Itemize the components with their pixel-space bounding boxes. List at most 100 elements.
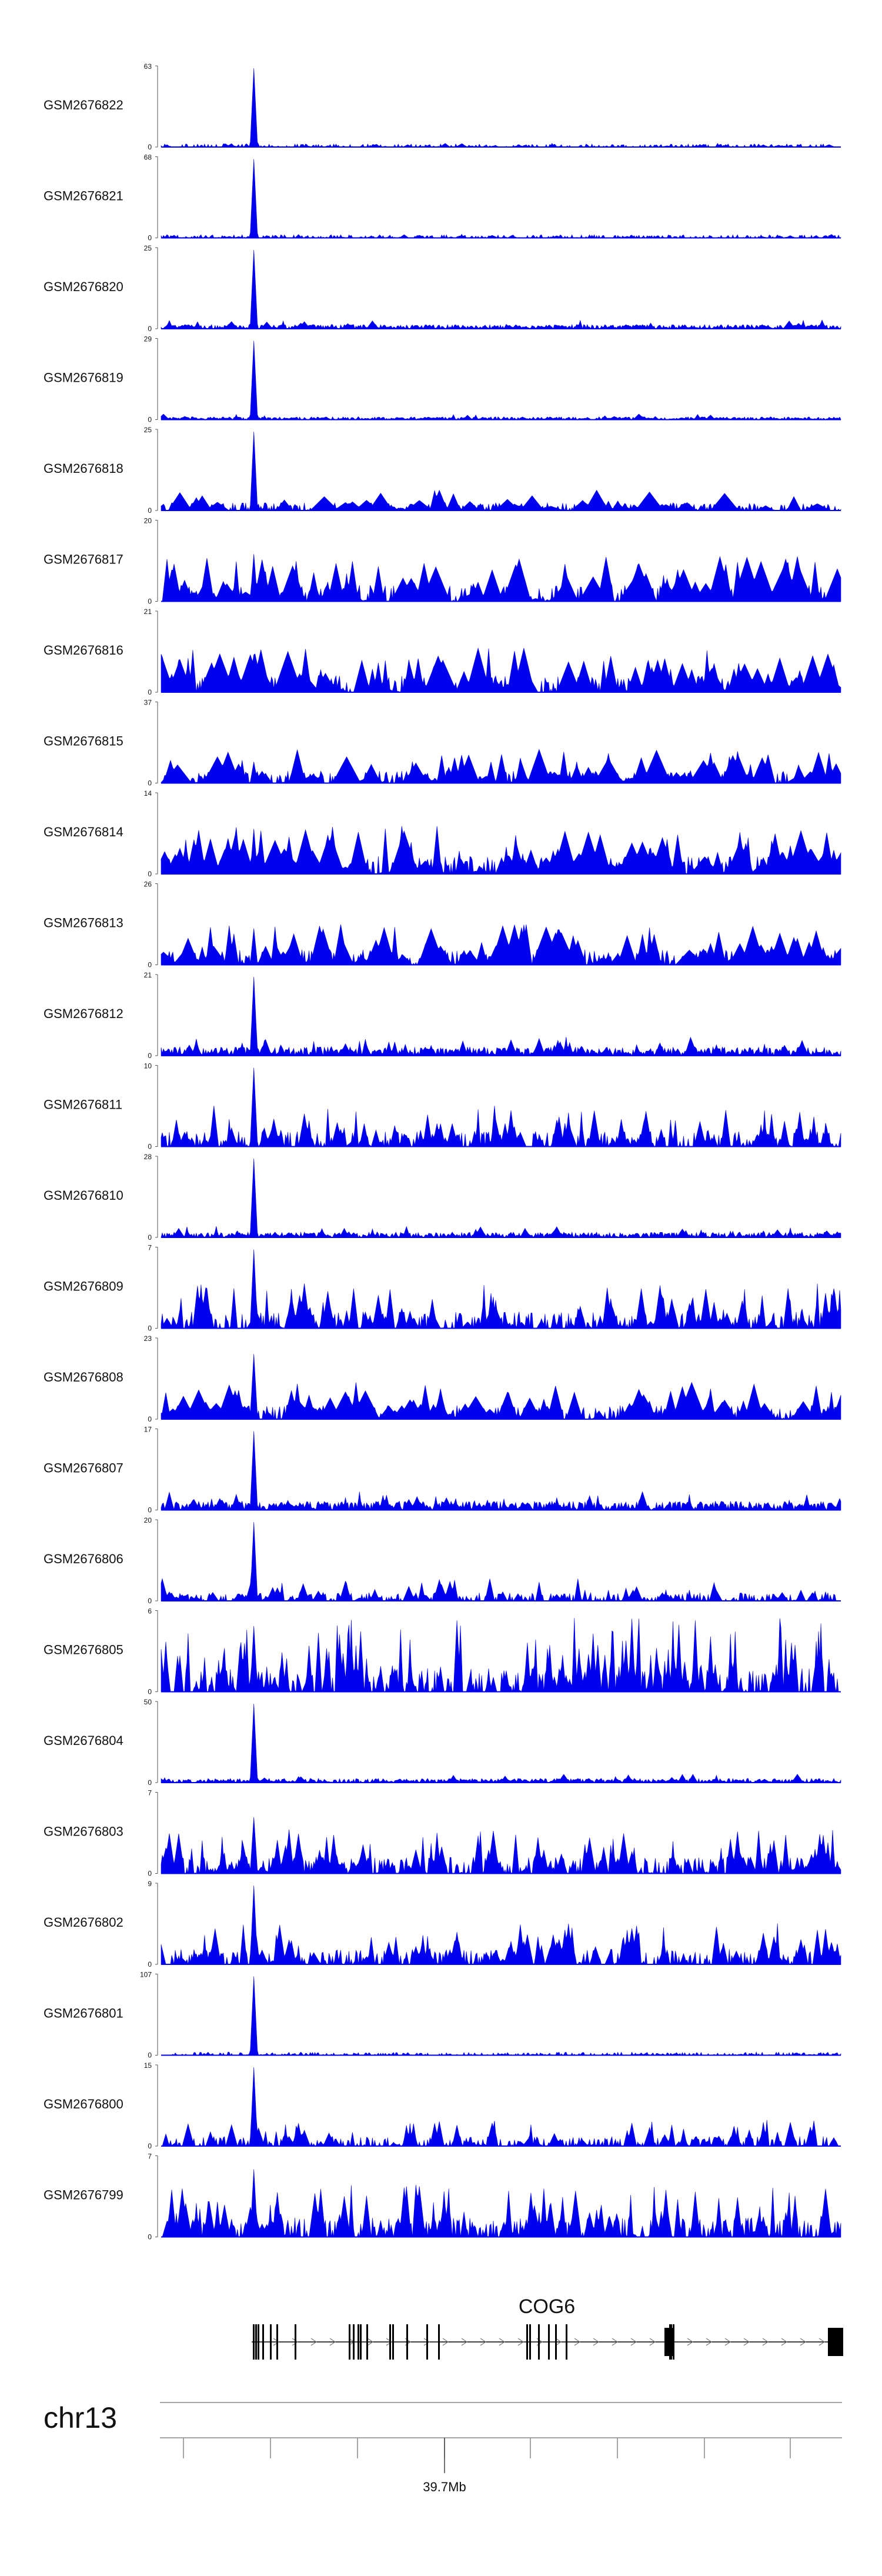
track-label: GSM2676806 bbox=[44, 1551, 123, 1566]
track-GSM2676800: GSM2676800 15 0 bbox=[44, 2061, 841, 2150]
coverage-signal bbox=[161, 1976, 841, 2056]
track-label: GSM2676819 bbox=[44, 371, 123, 385]
y-min-label: 0 bbox=[148, 1415, 152, 1423]
y-max-label: 14 bbox=[144, 789, 152, 798]
y-max-label: 37 bbox=[144, 699, 152, 707]
y-min-label: 0 bbox=[148, 1870, 152, 1878]
track-GSM2676802: GSM2676802 9 0 bbox=[44, 1880, 841, 1968]
coverage-signal bbox=[161, 1521, 841, 1602]
track-label: GSM2676799 bbox=[44, 2188, 123, 2203]
strand-arrow-icon bbox=[574, 2338, 581, 2346]
coverage-signal bbox=[161, 554, 841, 602]
coverage-signal bbox=[161, 1703, 841, 1783]
track-label: GSM2676810 bbox=[44, 1188, 123, 1203]
y-min-label: 0 bbox=[148, 1233, 152, 1242]
coverage-signal bbox=[161, 1431, 841, 1511]
track-GSM2676812: GSM2676812 21 0 bbox=[44, 971, 841, 1060]
track-GSM2676810: GSM2676810 28 0 bbox=[44, 1153, 841, 1242]
coverage-signal bbox=[161, 2067, 841, 2147]
gene-exon bbox=[526, 2324, 528, 2360]
chromosome-ruler: chr13 39.7Mb bbox=[44, 2401, 842, 2494]
track-GSM2676818: GSM2676818 25 0 bbox=[44, 426, 841, 515]
strand-arrow-icon bbox=[762, 2338, 769, 2346]
gene-exon bbox=[392, 2324, 394, 2360]
y-max-label: 26 bbox=[144, 880, 152, 889]
strand-arrow-icon bbox=[480, 2338, 487, 2346]
strand-arrow-icon bbox=[800, 2338, 807, 2346]
coverage-signal bbox=[161, 159, 841, 239]
track-label: GSM2676822 bbox=[44, 98, 123, 112]
track-label: GSM2676807 bbox=[44, 1461, 123, 1476]
y-max-label: 25 bbox=[144, 244, 152, 252]
strand-arrow-icon bbox=[781, 2338, 788, 2346]
gene-exon bbox=[529, 2324, 531, 2360]
gene-exon bbox=[262, 2324, 264, 2360]
track-GSM2676816: GSM2676816 21 0 bbox=[44, 608, 841, 696]
track-GSM2676804: GSM2676804 50 0 bbox=[44, 1698, 841, 1787]
gene-exon bbox=[270, 2324, 272, 2360]
strand-arrow-icon bbox=[386, 2338, 393, 2346]
track-label: GSM2676809 bbox=[44, 1279, 123, 1294]
y-max-label: 7 bbox=[148, 1789, 152, 1797]
strand-arrow-icon bbox=[706, 2338, 713, 2346]
track-label: GSM2676818 bbox=[44, 461, 123, 476]
y-min-label: 0 bbox=[148, 870, 152, 878]
track-GSM2676813: GSM2676813 26 0 bbox=[44, 880, 841, 969]
gene-exon bbox=[438, 2324, 440, 2360]
y-min-label: 0 bbox=[148, 325, 152, 333]
gene-exon bbox=[426, 2324, 428, 2360]
strand-arrow-icon bbox=[612, 2338, 619, 2346]
gene-exon bbox=[258, 2324, 259, 2360]
track-label: GSM2676800 bbox=[44, 2097, 123, 2111]
strand-arrow-icon bbox=[442, 2338, 449, 2346]
coverage-signal bbox=[161, 68, 841, 148]
track-label: GSM2676816 bbox=[44, 643, 123, 658]
strand-arrow-icon bbox=[630, 2338, 637, 2346]
coverage-signal bbox=[161, 976, 841, 1056]
track-label: GSM2676803 bbox=[44, 1824, 123, 1839]
track-label: GSM2676817 bbox=[44, 552, 123, 567]
coverage-signal bbox=[161, 1067, 841, 1147]
y-min-label: 0 bbox=[148, 598, 152, 606]
track-GSM2676808: GSM2676808 23 0 bbox=[44, 1334, 841, 1423]
gene-exon bbox=[358, 2324, 359, 2360]
y-min-label: 0 bbox=[148, 1052, 152, 1060]
y-min-label: 0 bbox=[148, 779, 152, 788]
position-label: 39.7Mb bbox=[423, 2480, 466, 2494]
track-GSM2676821: GSM2676821 68 0 bbox=[44, 154, 841, 242]
gene-exon bbox=[253, 2324, 255, 2360]
y-max-label: 29 bbox=[144, 335, 152, 343]
coverage-signal bbox=[161, 2169, 841, 2238]
coverage-signal bbox=[161, 749, 841, 784]
y-max-label: 21 bbox=[144, 971, 152, 979]
track-GSM2676820: GSM2676820 25 0 bbox=[44, 244, 841, 333]
y-min-label: 0 bbox=[148, 2051, 152, 2060]
strand-arrow-icon bbox=[687, 2338, 694, 2346]
coverage-signal bbox=[161, 1354, 841, 1420]
y-max-label: 28 bbox=[144, 1153, 152, 1161]
y-min-label: 0 bbox=[148, 416, 152, 424]
y-max-label: 21 bbox=[144, 608, 152, 616]
track-label: GSM2676821 bbox=[44, 189, 123, 203]
gene-exon bbox=[349, 2324, 350, 2360]
gene-exon bbox=[276, 2324, 278, 2360]
y-min-label: 0 bbox=[148, 1688, 152, 1696]
y-max-label: 17 bbox=[144, 1426, 152, 1434]
y-min-label: 0 bbox=[148, 1960, 152, 1968]
y-max-label: 20 bbox=[144, 517, 152, 525]
strand-arrow-icon bbox=[743, 2338, 750, 2346]
y-min-label: 0 bbox=[148, 1324, 152, 1333]
y-max-label: 50 bbox=[144, 1698, 152, 1706]
track-label: GSM2676814 bbox=[44, 825, 123, 839]
y-min-label: 0 bbox=[148, 961, 152, 969]
track-GSM2676811: GSM2676811 10 0 bbox=[44, 1062, 841, 1151]
strand-arrow-icon bbox=[499, 2338, 506, 2346]
track-label: GSM2676804 bbox=[44, 1733, 123, 1748]
coverage-signal bbox=[161, 1158, 841, 1239]
gene-exon bbox=[673, 2324, 674, 2360]
strand-arrow-icon bbox=[593, 2338, 600, 2346]
y-min-label: 0 bbox=[148, 2233, 152, 2241]
track-label: GSM2676820 bbox=[44, 279, 123, 294]
track-GSM2676805: GSM2676805 6 0 bbox=[44, 1607, 841, 1696]
